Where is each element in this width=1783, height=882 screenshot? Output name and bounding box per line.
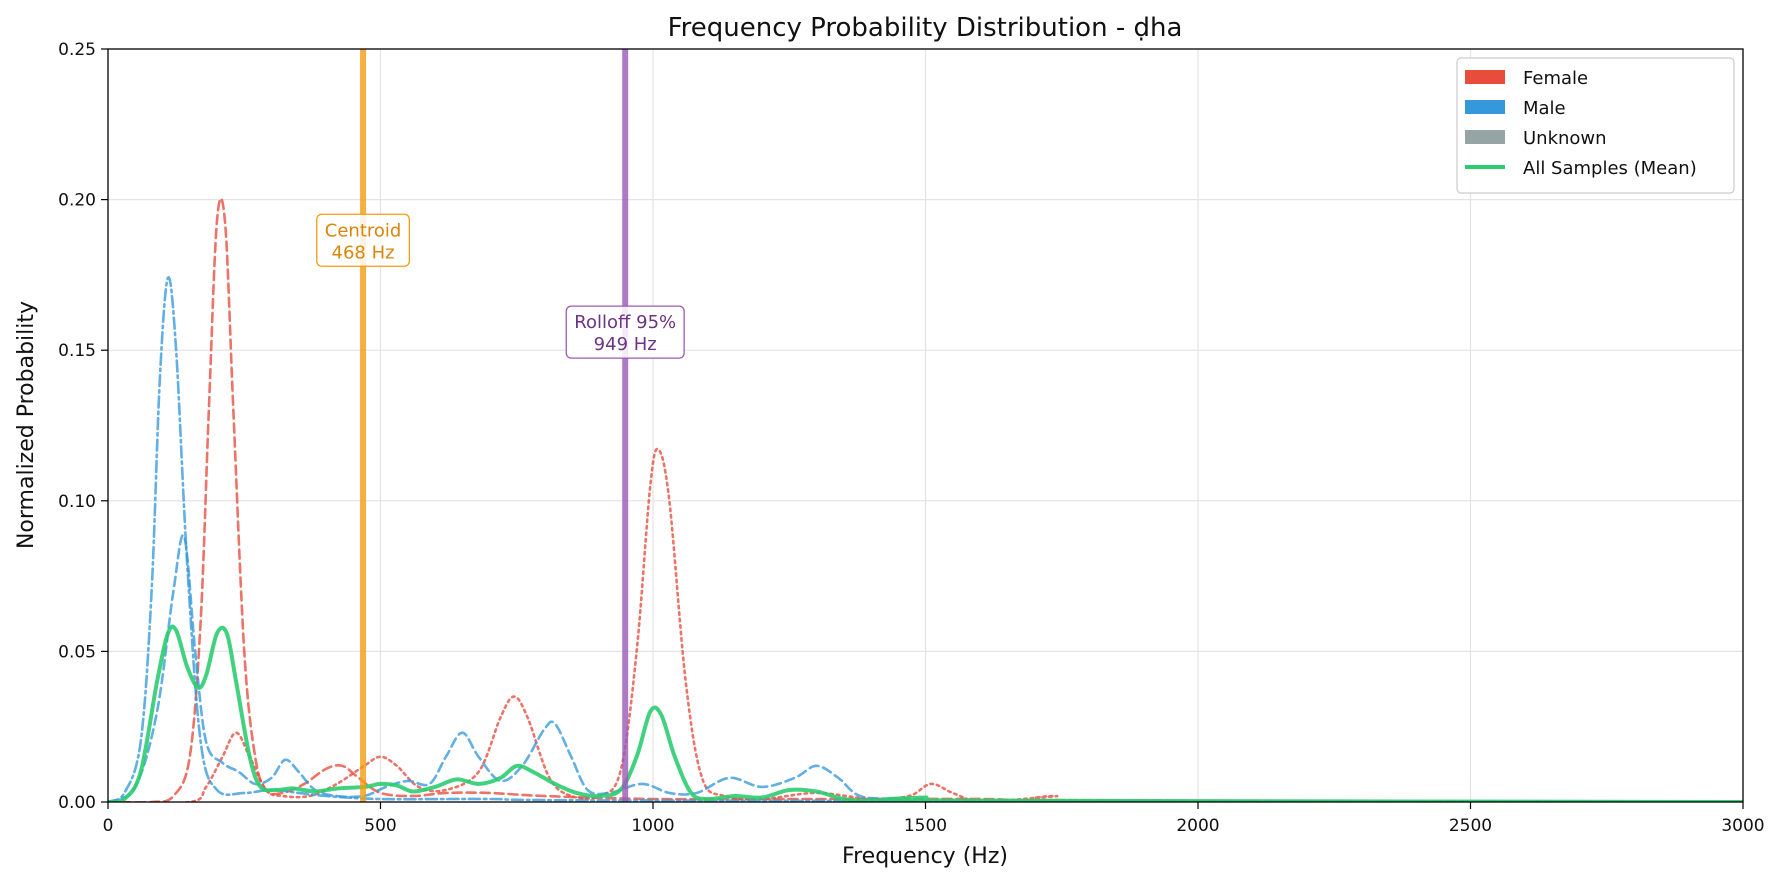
x-tick-label: 500	[364, 816, 396, 836]
legend-swatch	[1465, 70, 1505, 84]
legend-label: Unknown	[1523, 128, 1607, 149]
marker-label-value: 949 Hz	[594, 334, 657, 355]
x-tick-label: 1000	[631, 816, 674, 836]
x-axis-label: Frequency (Hz)	[842, 844, 1008, 869]
legend-label: Male	[1523, 98, 1566, 119]
grid	[108, 49, 1743, 802]
y-tick-label: 0.05	[58, 642, 96, 662]
marker-label-name: Centroid	[325, 220, 402, 241]
y-tick-label: 0.25	[58, 40, 96, 60]
marker-label-value: 468 Hz	[332, 242, 395, 263]
x-tick-label: 0	[103, 816, 114, 836]
axes: 0 500 1000 1500 2000 2500 3000 0.00 0.05 0.10 0.15…	[58, 40, 1764, 836]
marker-label-name: Rolloff 95%	[574, 312, 676, 333]
x-tick-label: 2000	[1176, 816, 1219, 836]
marker-label-box	[565, 305, 685, 359]
y-tick-label: 0.10	[58, 492, 96, 512]
y-tick-label: 0.15	[58, 341, 96, 361]
legend-label: Female	[1523, 68, 1588, 89]
x-tick-label: 2500	[1449, 816, 1492, 836]
y-axis-label: Normalized Probability	[14, 301, 39, 549]
series-line-mean	[108, 624, 1743, 802]
legend-box	[1456, 57, 1735, 194]
y-tick-label: 0.20	[58, 191, 96, 211]
x-tick-label: 1500	[904, 816, 947, 836]
legend: Female Male Unknown All Samples (Mean)	[1456, 57, 1735, 194]
legend-swatch	[1465, 100, 1505, 114]
series-layer	[108, 197, 1743, 802]
series-line-male-dashdot	[108, 276, 1743, 802]
series-line-male-dashed	[108, 533, 1743, 802]
marker-annotation: Rolloff 95%949 Hz	[565, 305, 685, 359]
legend-label: All Samples (Mean)	[1523, 158, 1697, 179]
series-line-female-dotted	[108, 447, 1743, 802]
marker-label-box	[316, 213, 410, 267]
x-tick-label: 3000	[1721, 816, 1764, 836]
chart-title: Frequency Probability Distribution - ḍha	[668, 13, 1183, 43]
y-tick-label: 0.00	[58, 793, 96, 813]
legend-swatch	[1465, 130, 1505, 144]
